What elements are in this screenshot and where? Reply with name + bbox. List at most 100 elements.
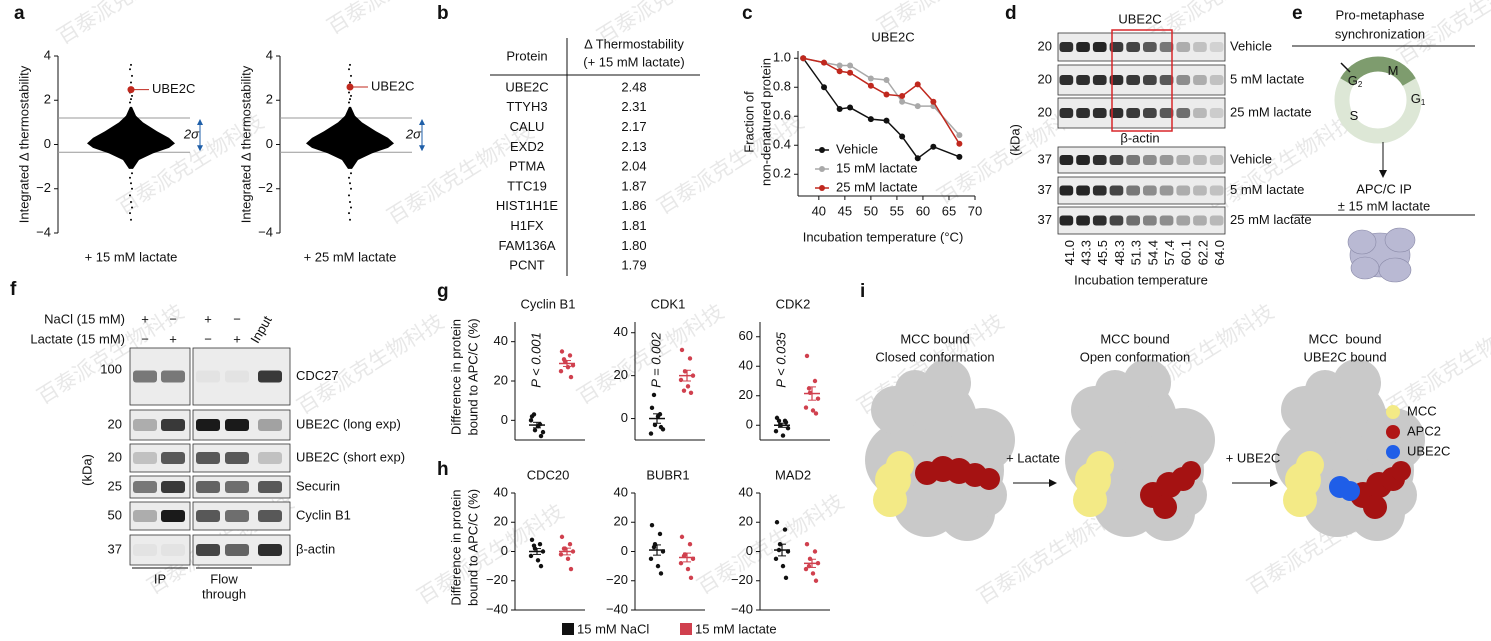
table-header: Protein <box>506 48 547 63</box>
data-point <box>528 553 534 559</box>
data-point <box>773 428 779 434</box>
x-tick-label: 55 <box>890 203 904 218</box>
kda-marker: 37 <box>108 541 122 556</box>
data-point <box>531 412 537 417</box>
y-tick-label: −40 <box>731 601 753 616</box>
blot-band <box>1109 185 1124 196</box>
phase-name: G <box>1411 91 1421 106</box>
blot-label: CDC27 <box>296 368 339 383</box>
blot-band <box>196 452 220 464</box>
blot-band <box>133 481 157 493</box>
outlier-dot <box>131 74 133 77</box>
legend-label: Vehicle <box>836 141 878 156</box>
lane-label: 62.2 <box>1195 240 1210 265</box>
data-point <box>528 418 534 423</box>
blot-band <box>1159 185 1174 196</box>
group-label: IP <box>154 571 166 586</box>
blot-band <box>1059 155 1074 165</box>
y-tick-label: 0 <box>746 417 753 432</box>
x-axis-label: + 25 mM lactate <box>304 249 397 264</box>
highlight-point <box>346 83 354 91</box>
y-axis-label: Integrated Δ thermostability <box>16 65 31 223</box>
legend-swatch <box>562 623 574 635</box>
series-point <box>914 103 921 110</box>
x-tick-label: 65 <box>942 203 956 218</box>
data-point <box>531 543 537 548</box>
data-point <box>679 347 685 353</box>
mcc-structure <box>1086 451 1114 479</box>
blot-band <box>1176 42 1191 52</box>
table-cell: 1.80 <box>621 238 646 253</box>
blot-band <box>1193 215 1207 226</box>
panel-label: g <box>437 281 449 302</box>
kda-marker: 20 <box>108 416 122 431</box>
series-point <box>899 98 906 105</box>
blot-band <box>1092 75 1107 85</box>
data-point <box>688 390 694 395</box>
highlight-box <box>1111 29 1173 132</box>
outlier-dot <box>130 81 132 84</box>
watermark: 百泰派克生物科技 <box>1383 310 1491 419</box>
series-point <box>914 155 921 162</box>
blot-band <box>1126 75 1140 85</box>
highlight-point <box>127 86 135 94</box>
data-point <box>540 429 546 435</box>
data-point <box>685 566 691 572</box>
outlier-dot <box>129 194 131 197</box>
blot-band <box>1092 215 1107 226</box>
blot-band <box>1109 75 1124 85</box>
data-point <box>538 563 544 569</box>
y-tick-label: 0.2 <box>773 166 791 181</box>
apc-structure <box>923 359 971 407</box>
chart-title: CDC20 <box>527 467 570 482</box>
kda-marker: 20 <box>1038 71 1052 86</box>
condition-sign: + <box>233 331 241 346</box>
outlier-dot <box>350 172 352 175</box>
blot-band <box>161 510 185 522</box>
blot-band <box>225 481 249 493</box>
blot-band <box>1209 75 1224 85</box>
apc-structure <box>1305 370 1345 410</box>
blot-band <box>1126 215 1140 226</box>
apc-structure <box>1095 370 1135 410</box>
blot-band <box>1176 75 1191 85</box>
outlier-dot <box>129 212 131 215</box>
blot-band <box>225 370 249 383</box>
series-point <box>836 62 843 69</box>
blot-band <box>1076 75 1090 85</box>
y-tick-label: 60 <box>739 328 753 343</box>
series-point <box>847 104 854 111</box>
group-label: through <box>202 586 246 601</box>
y-tick-label: 40 <box>739 358 753 373</box>
blot-band <box>225 544 249 556</box>
data-point <box>655 563 661 569</box>
y-tick-label: 20 <box>739 387 753 402</box>
highlight-label: UBE2C <box>371 78 414 93</box>
y-axis-label: Difference in protein <box>448 489 463 605</box>
series-point <box>899 133 906 140</box>
y-tick-label: −40 <box>486 601 508 616</box>
mcc-structure <box>1073 483 1107 517</box>
state-label: Closed conformation <box>875 349 994 364</box>
state-label: Open conformation <box>1080 349 1191 364</box>
blot-band <box>1076 215 1090 226</box>
data-point <box>685 384 691 389</box>
blot-label: UBE2C (short exp) <box>296 449 405 464</box>
step-label: + Lactate <box>1006 450 1060 465</box>
y-tick-label: 2 <box>266 92 273 107</box>
kda-marker: 50 <box>108 507 122 522</box>
condition-label: 5 mM lactate <box>1230 71 1304 86</box>
condition-label: Vehicle <box>1230 38 1272 53</box>
table-cell: 2.31 <box>621 99 646 114</box>
blot-band <box>161 419 185 431</box>
data-point <box>679 534 685 540</box>
blot-band <box>1059 185 1074 196</box>
y-tick-label: 0 <box>621 543 628 558</box>
protein-structure <box>1384 227 1416 253</box>
y-tick-label: 40 <box>494 484 508 499</box>
blot-strip <box>129 534 191 566</box>
series-point <box>867 116 874 123</box>
outlier-dot <box>131 172 133 175</box>
panel-label: a <box>14 3 25 24</box>
diagram-title: synchronization <box>1335 26 1425 41</box>
